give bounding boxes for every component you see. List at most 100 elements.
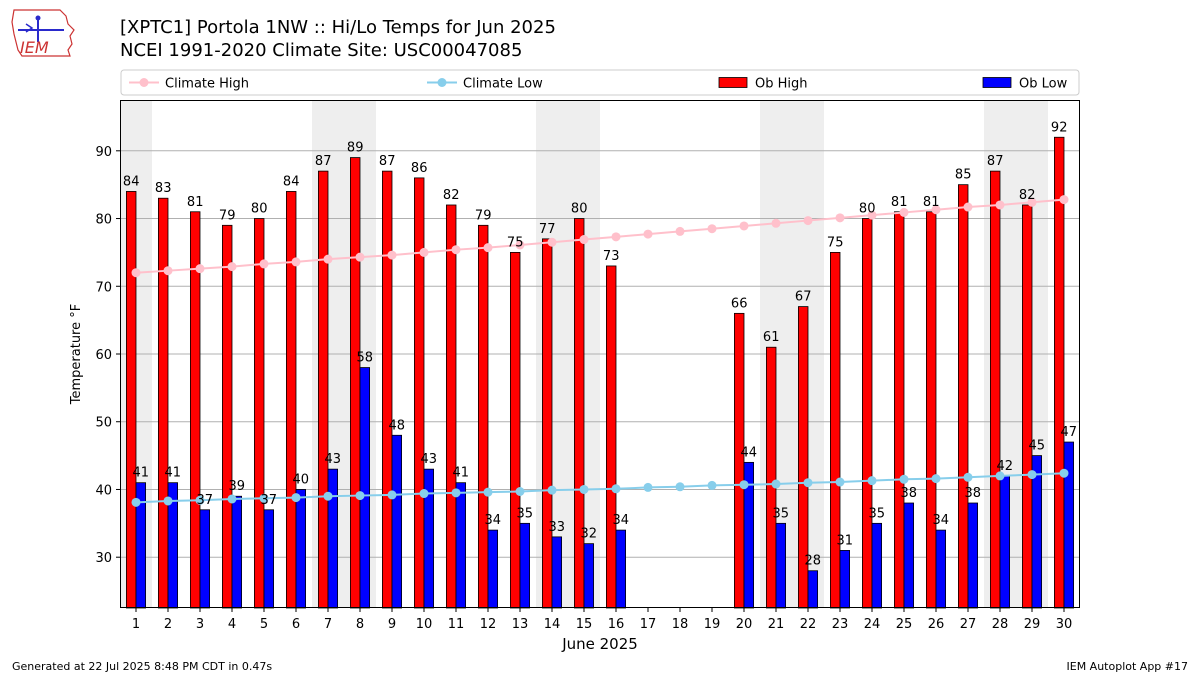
ob-low-bar [583,543,595,609]
ob-high-label: 87 [379,154,396,169]
ob-high-label: 89 [347,141,364,156]
x-tick-label: 2 [164,617,172,632]
x-tick-label: 13 [512,617,529,632]
climate-high-point [547,237,557,247]
ob-high-label: 87 [315,154,332,169]
ob-low-bar [327,468,339,609]
ob-high-label: 81 [923,195,940,210]
y-tick-label: 60 [95,348,112,363]
ob-high-label: 75 [827,235,844,250]
ob-low-bar [615,529,627,609]
ob-high-bar [413,177,425,609]
x-tick-label: 15 [576,617,593,632]
climate-low-point [163,496,173,506]
climate-low-point [771,479,781,489]
ob-low-bar [967,502,979,609]
legend-climate-high-label: Climate High [165,77,249,92]
x-tick-label: 10 [416,617,433,632]
y-tick-label: 50 [95,416,112,431]
climate-low-point [547,485,557,495]
climate-low-point [835,477,845,487]
x-tick-label: 26 [928,617,945,632]
ob-high-bar [1054,136,1065,609]
ob-low-label: 48 [389,418,406,433]
ob-low-bar [519,522,531,609]
climate-low-point [195,495,205,505]
climate-low-point [579,484,589,494]
climate-low-point [259,493,269,503]
ob-high-bar [285,191,297,609]
ob-low-bar [999,475,1011,609]
ob-high-label: 77 [539,222,556,237]
climate-high-point [323,254,333,264]
x-tick-label: 27 [960,617,977,632]
x-tick-label: 24 [864,617,881,632]
ob-high-label: 85 [955,168,972,183]
ob-low-label: 47 [1061,425,1078,440]
legend-box [120,69,1080,96]
climate-low-point [355,491,365,501]
ob-high-bar [734,312,745,609]
ob-low-bar [839,550,851,609]
y-tick-label: 40 [95,483,112,498]
ob-high-label: 81 [891,195,908,210]
ob-high-bar [349,157,361,609]
x-axis-label: June 2025 [561,635,638,653]
legend-ob-low-label: Ob Low [1019,77,1068,92]
climate-low-point [675,482,685,492]
ob-low-label: 32 [581,527,598,542]
climate-high-point [227,262,237,272]
climate-high-point [483,243,493,253]
climate-low-point [1027,470,1037,480]
ob-low-label: 35 [869,506,886,521]
ob-high-bar [958,184,969,609]
ob-low-label: 43 [325,452,342,467]
ob-low-bar [935,529,947,609]
ob-low-label: 42 [997,459,1014,474]
ob-low-bar [807,570,819,609]
y-axis-label: Temperature °F [69,304,84,405]
climate-low-point [931,474,941,484]
climate-high-point [451,245,461,255]
svg-text:IEM: IEM [20,38,49,57]
ob-high-bar [574,218,585,609]
x-tick-label: 5 [260,617,268,632]
x-tick-label: 4 [228,617,236,632]
climate-high-point [1059,195,1069,205]
x-tick-label: 19 [704,617,721,632]
ob-high-label: 67 [795,290,812,305]
ob-high-bar [542,238,553,609]
ob-low-label: 45 [1029,439,1046,454]
ob-high-bar [253,218,265,609]
legend-ob-low-swatch [982,77,1012,88]
ob-low-label: 34 [933,513,950,528]
ob-high-label: 92 [1051,120,1068,135]
ob-high-label: 86 [411,161,428,176]
ob-low-label: 35 [773,506,790,521]
ob-low-label: 58 [357,351,374,366]
legend-ob-high-label: Ob High [755,77,808,92]
climate-high-point [803,216,813,226]
climate-low-point [1059,468,1069,478]
ob-low-bar [263,509,275,609]
climate-low-point [739,480,749,490]
ob-high-label: 79 [219,208,236,223]
ob-high-label: 75 [507,235,524,250]
y-tick-label: 80 [95,213,112,228]
ob-low-bar [551,536,563,609]
climate-high-point [131,268,141,278]
climate-high-point [963,202,973,212]
climate-low-point [963,472,973,482]
ob-high-bar [445,204,457,609]
climate-high-point [643,229,653,239]
ob-low-bar [359,367,371,609]
x-tick-label: 18 [672,617,689,632]
climate-high-point [419,247,429,257]
ob-high-bar [477,224,489,609]
ob-high-label: 73 [603,249,620,264]
climate-low-point [323,491,333,501]
climate-high-point [707,224,717,234]
x-tick-label: 14 [544,617,561,632]
ob-high-label: 82 [1019,188,1036,203]
x-tick-label: 16 [608,617,625,632]
